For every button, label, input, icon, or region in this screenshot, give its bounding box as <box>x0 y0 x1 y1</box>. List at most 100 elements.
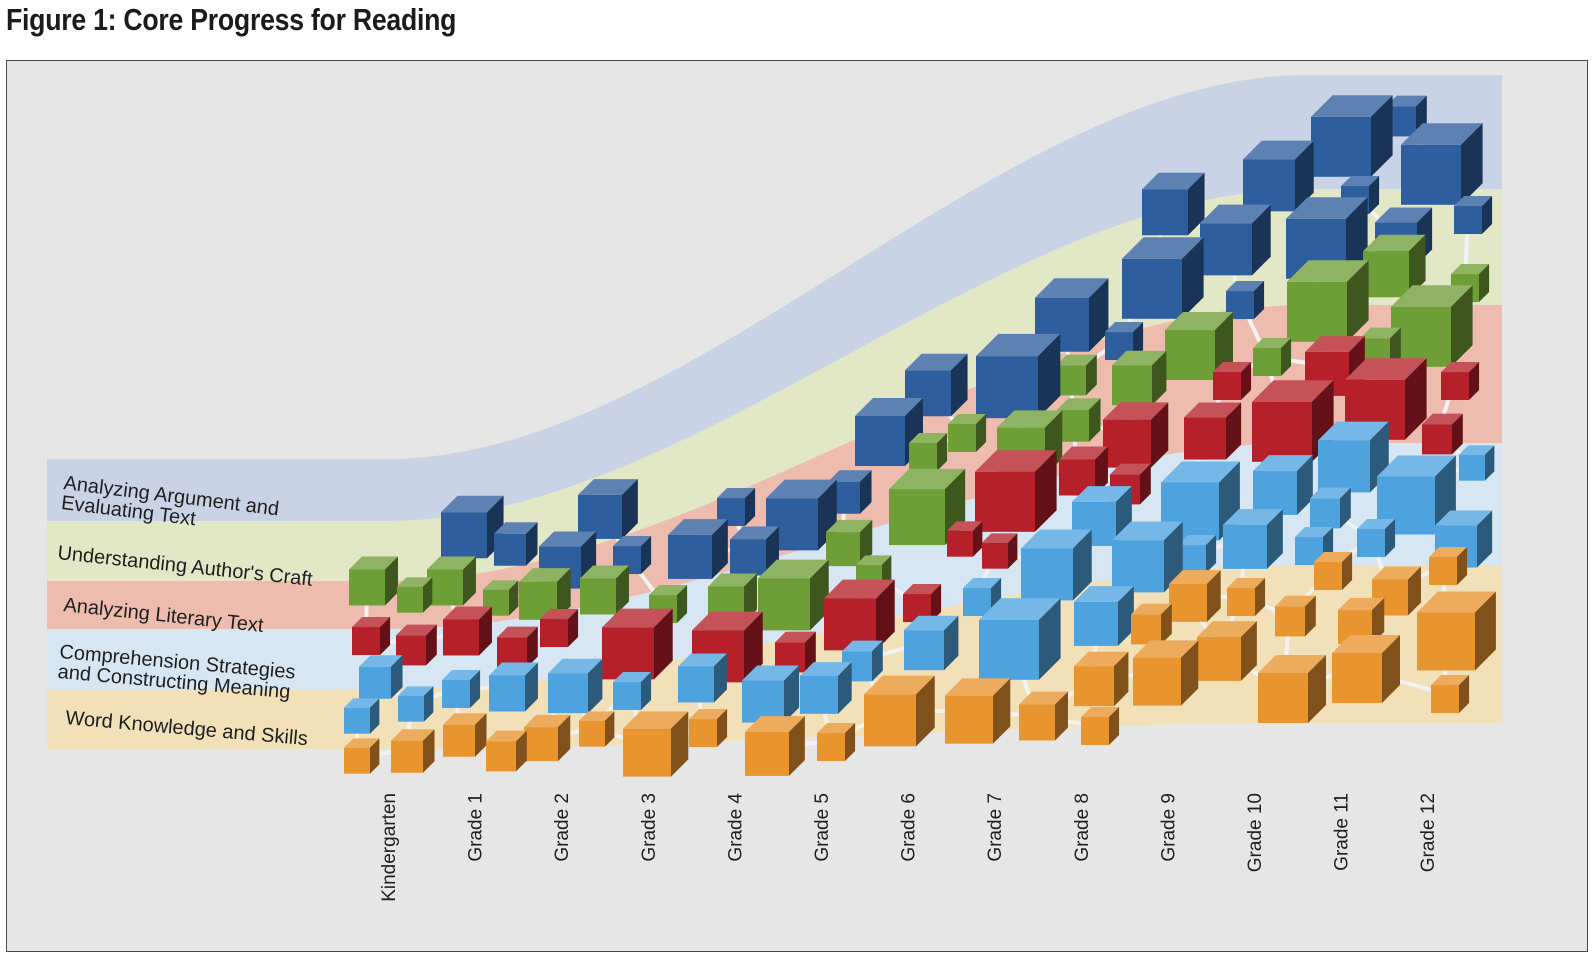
cube-word <box>817 722 856 762</box>
cube-comprehension <box>398 686 434 722</box>
cube-craft <box>1112 350 1167 406</box>
cube-craft <box>483 580 519 616</box>
cube-craft <box>1287 260 1369 342</box>
cube-argument <box>1401 123 1483 205</box>
grade-label: Grade 8 <box>1072 793 1093 862</box>
cube-craft <box>580 565 629 615</box>
cube-literary <box>443 606 492 656</box>
cube-argument <box>1035 278 1109 352</box>
cube-comprehension <box>678 653 727 703</box>
grade-label: Kindergarten <box>379 793 400 902</box>
cube-argument <box>730 526 779 576</box>
cube-word <box>579 711 615 747</box>
cube-comprehension <box>1178 534 1217 574</box>
cube-literary <box>1441 361 1480 401</box>
cube-word <box>1372 566 1421 616</box>
cube-craft <box>349 556 398 606</box>
cube-literary <box>352 616 391 656</box>
grade-label: Grade 12 <box>1418 793 1439 872</box>
cube-comprehension <box>1357 518 1396 558</box>
cube-argument <box>578 479 638 539</box>
grade-label: Grade 10 <box>1245 793 1266 872</box>
cube-argument <box>494 522 538 566</box>
cube-literary <box>1252 380 1334 462</box>
cube-craft <box>708 573 757 623</box>
cube-craft <box>948 413 987 453</box>
cube-word <box>443 713 487 757</box>
cube-comprehension <box>1074 586 1134 646</box>
cube-comprehension <box>1072 486 1132 546</box>
cube-word <box>1417 591 1496 671</box>
cube-word <box>1074 651 1129 707</box>
cube-craft <box>909 432 948 472</box>
cube-argument <box>1454 195 1493 235</box>
cube-literary <box>1110 463 1151 505</box>
cube-argument <box>668 519 728 579</box>
cube-word <box>745 716 805 776</box>
cube-literary <box>824 579 895 651</box>
cube-word <box>486 730 527 772</box>
cube-craft <box>1363 234 1426 298</box>
grade-labels: Kindergarten Grade 1 Grade 2 Grade 3 Grade 4… <box>379 793 1439 902</box>
cube-comprehension <box>442 669 481 709</box>
cube-comprehension <box>1112 521 1183 593</box>
cube-comprehension <box>489 662 538 712</box>
grade-label: Grade 6 <box>899 793 920 862</box>
cube-literary <box>975 450 1057 532</box>
cube-argument <box>1311 95 1393 177</box>
cube-word <box>1169 570 1221 622</box>
cube-comprehension <box>979 598 1061 680</box>
cube-literary <box>602 608 673 680</box>
cube-comprehension <box>1377 455 1456 535</box>
grade-label: Grade 11 <box>1332 793 1353 871</box>
cube-word <box>623 711 689 777</box>
cube-word <box>1431 674 1470 714</box>
cube-word <box>945 678 1011 744</box>
cube-comprehension <box>1021 529 1092 601</box>
cube-comprehension <box>1161 461 1240 541</box>
cube-word <box>524 714 571 762</box>
cube-literary <box>1213 361 1252 401</box>
grade-label: Grade 1 <box>466 793 487 862</box>
cube-literary <box>1184 402 1242 460</box>
cube-literary <box>982 533 1018 569</box>
cube-argument <box>1142 172 1205 236</box>
diagram-frame: Analyzing Argument andEvaluating Text Und… <box>6 60 1588 952</box>
cube-craft <box>1165 312 1233 380</box>
cube-argument <box>855 398 923 466</box>
cube-comprehension <box>359 655 403 699</box>
cube-argument <box>1122 237 1204 319</box>
cube-literary <box>1059 446 1108 496</box>
cube-comprehension <box>1459 445 1495 481</box>
skill-cubes <box>344 95 1496 777</box>
figure-title: Figure 1: Core Progress for Reading <box>6 2 457 37</box>
cube-craft <box>427 556 476 606</box>
cube-craft <box>1057 398 1101 442</box>
grade-label: Grade 5 <box>812 793 833 862</box>
cube-word <box>344 738 380 774</box>
cube-word <box>1227 577 1266 617</box>
cube-literary <box>947 521 983 557</box>
grade-label: Grade 4 <box>725 793 746 862</box>
cube-argument <box>1200 204 1271 276</box>
progress-diagram: Analyzing Argument andEvaluating TextUnd… <box>47 75 1502 902</box>
cube-comprehension <box>1253 455 1313 515</box>
grade-label: Grade 7 <box>985 793 1006 862</box>
cube-argument <box>1243 140 1314 212</box>
cube-comprehension <box>1223 509 1283 569</box>
cube-word <box>864 675 935 747</box>
cube-word <box>1258 655 1326 723</box>
cube-word <box>1332 635 1400 703</box>
cube-craft <box>1391 285 1473 367</box>
cube-comprehension <box>842 640 883 682</box>
cube-word <box>1133 640 1199 706</box>
cube-word <box>391 729 435 773</box>
cube-craft <box>889 468 966 546</box>
cube-literary <box>497 626 538 668</box>
cube-craft <box>1253 337 1292 377</box>
cube-argument <box>717 487 756 527</box>
cube-craft <box>1056 354 1097 396</box>
cube-craft <box>519 568 571 620</box>
cube-argument <box>905 353 968 417</box>
cube-craft <box>826 519 873 567</box>
